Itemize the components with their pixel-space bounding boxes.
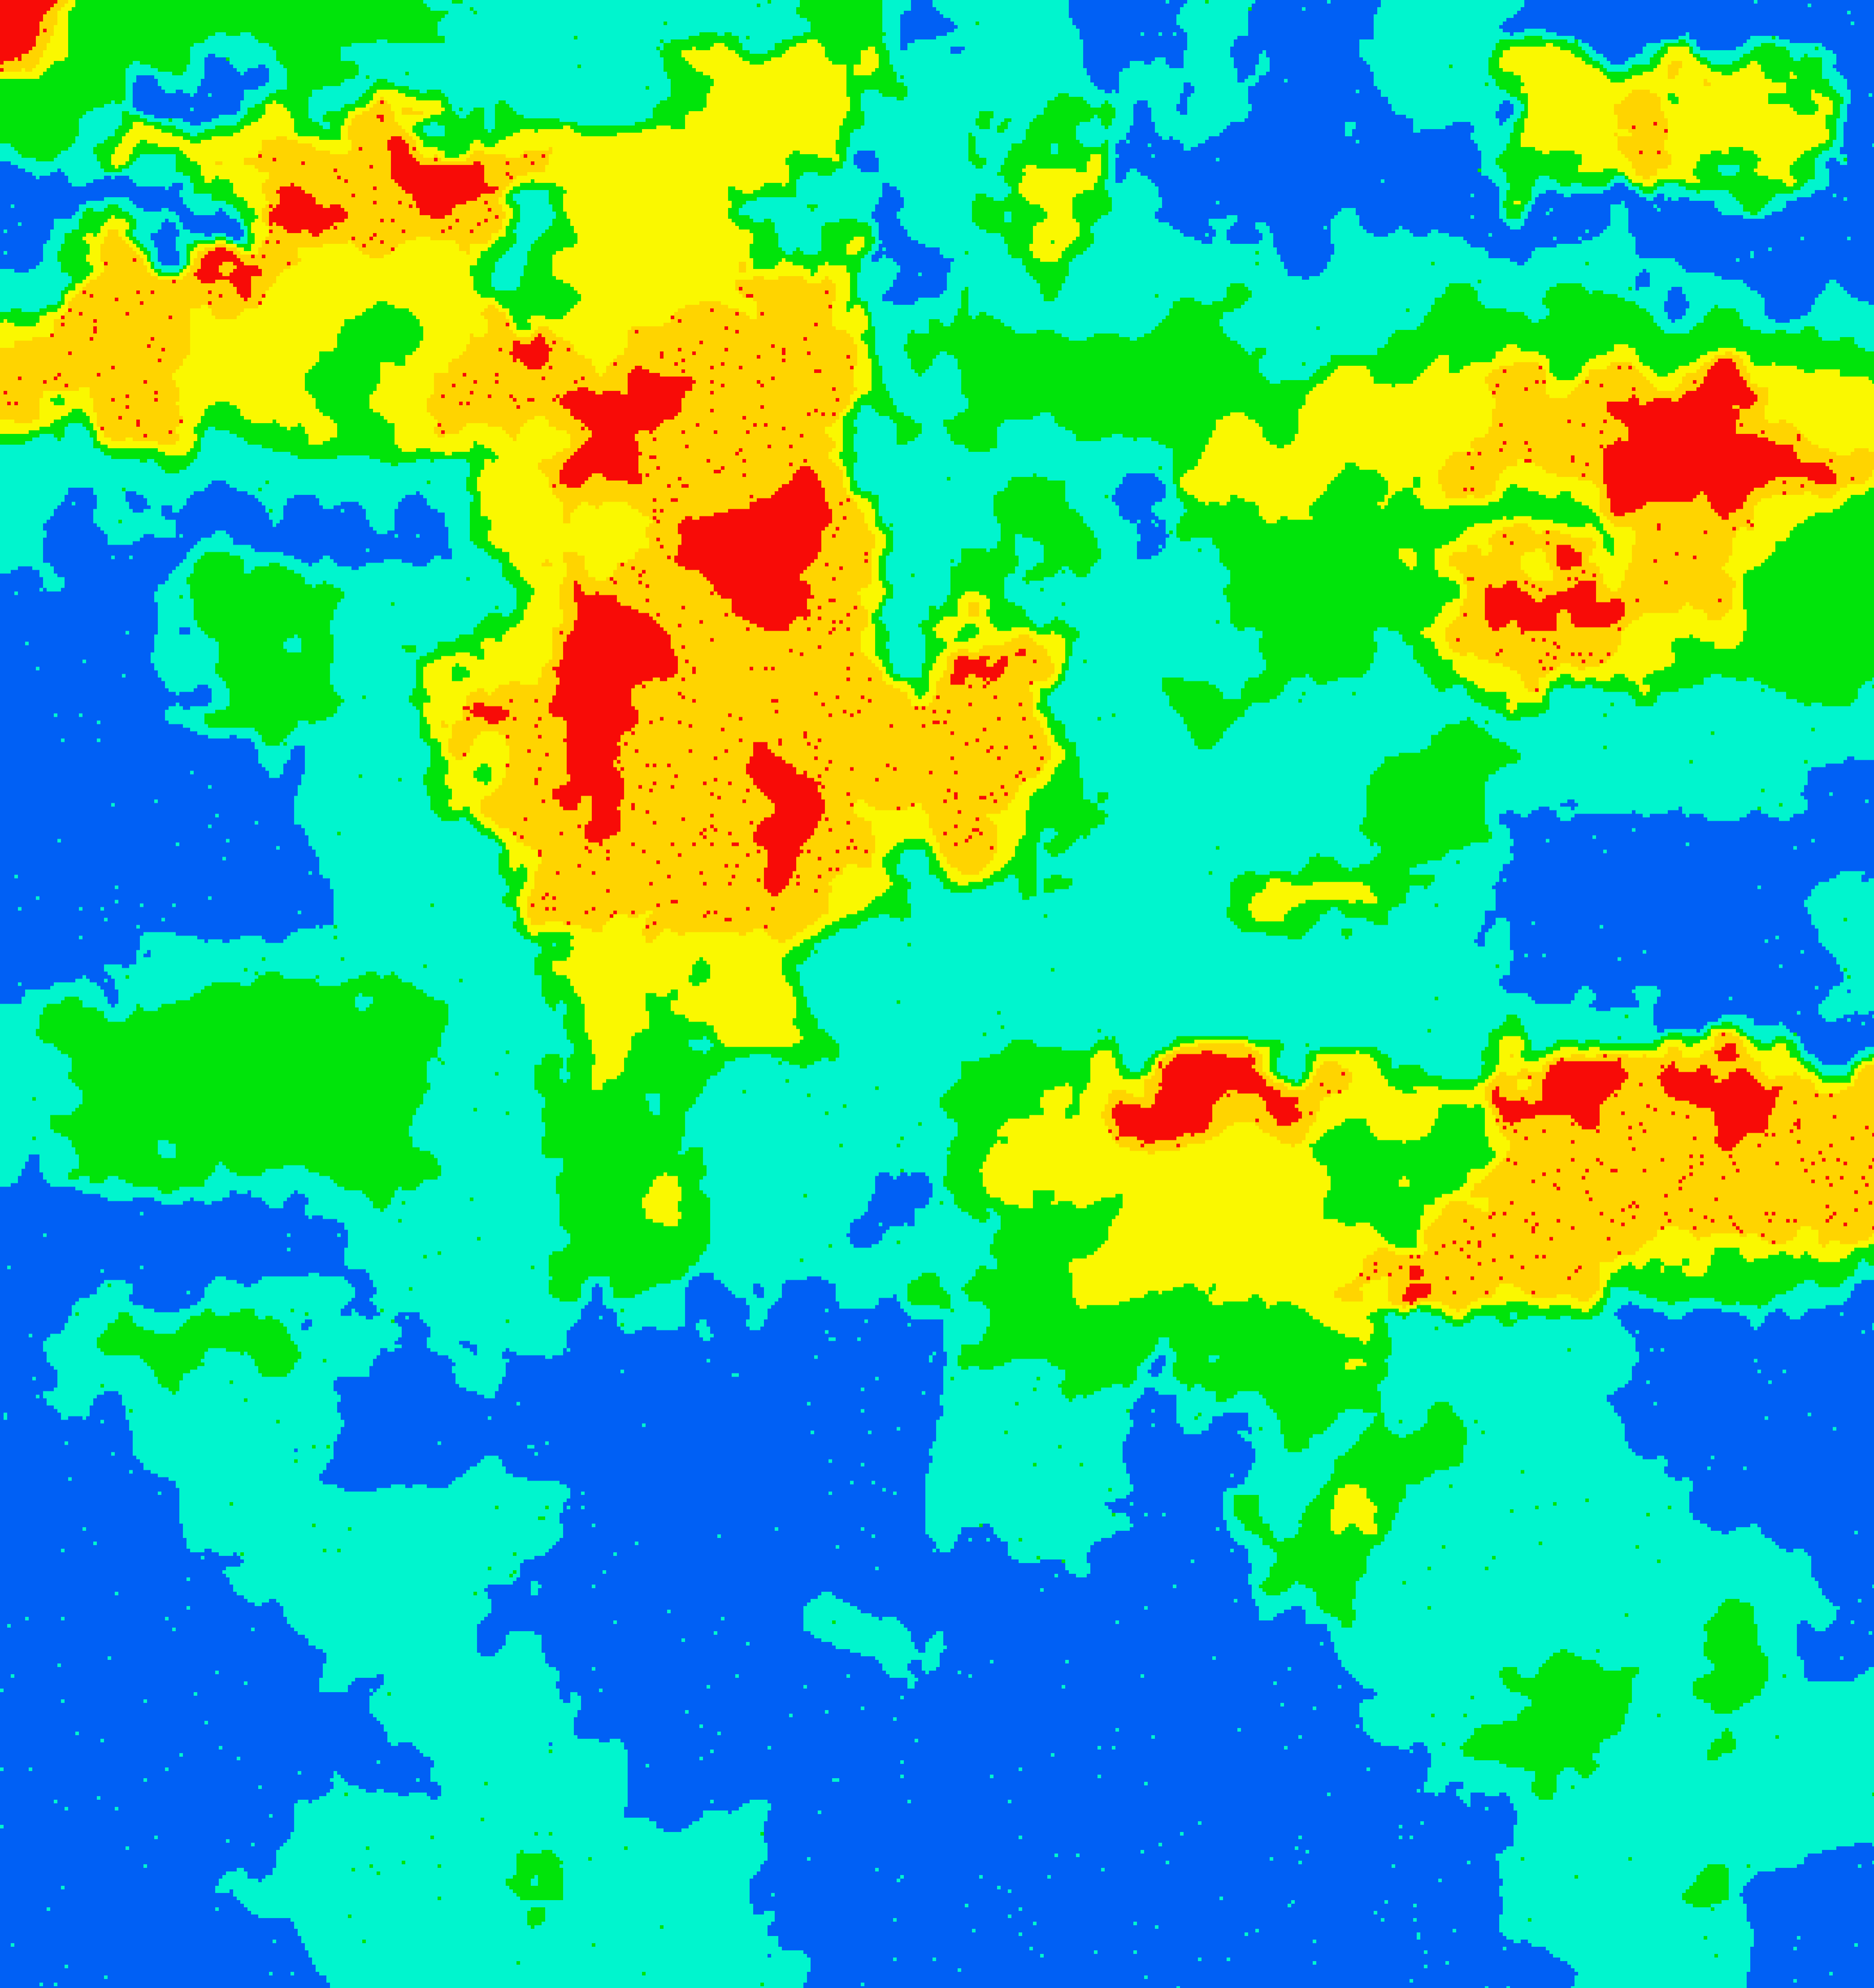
false-color-raster-map: [0, 0, 1874, 1988]
classified-raster-canvas: [0, 0, 1874, 1988]
